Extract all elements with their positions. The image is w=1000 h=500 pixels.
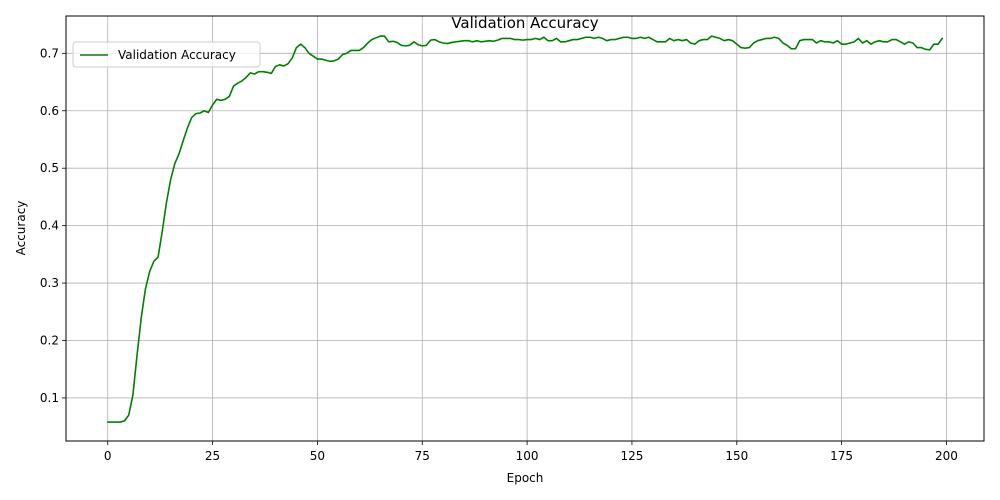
x-tick-label: 200 (935, 449, 958, 463)
x-tick-label: 100 (516, 449, 539, 463)
y-tick-label: 0.6 (40, 104, 59, 118)
y-axis-label: Accuracy (14, 201, 28, 256)
axes-frame (65, 15, 985, 442)
y-tick-label: 0.1 (40, 391, 59, 405)
y-tick-label: 0.5 (40, 161, 59, 175)
legend: Validation Accuracy (72, 41, 261, 68)
y-axis-ticks: 0.1 0.2 0.3 0.4 0.5 0.6 0.7 (40, 46, 66, 405)
x-axis-ticks: 0 25 50 75 100 125 150 175 200 (104, 441, 958, 463)
y-tick-label: 0.3 (40, 276, 59, 290)
x-tick-label: 175 (830, 449, 853, 463)
series-line-validation-accuracy (106, 35, 944, 423)
x-tick-label: 25 (205, 449, 220, 463)
x-tick-label: 150 (725, 449, 748, 463)
x-tick-label: 50 (310, 449, 325, 463)
legend-label: Validation Accuracy (118, 48, 236, 62)
x-axis-label: Epoch (507, 471, 544, 485)
x-tick-label: 75 (415, 449, 430, 463)
grid (66, 16, 984, 441)
x-tick-label: 125 (620, 449, 643, 463)
y-tick-label: 0.4 (40, 219, 59, 233)
chart-title: Validation Accuracy (451, 14, 598, 32)
y-tick-label: 0.7 (40, 46, 59, 60)
plot-area (106, 35, 944, 423)
x-tick-label: 0 (104, 449, 112, 463)
legend-box (72, 41, 261, 68)
y-tick-label: 0.2 (40, 333, 59, 347)
